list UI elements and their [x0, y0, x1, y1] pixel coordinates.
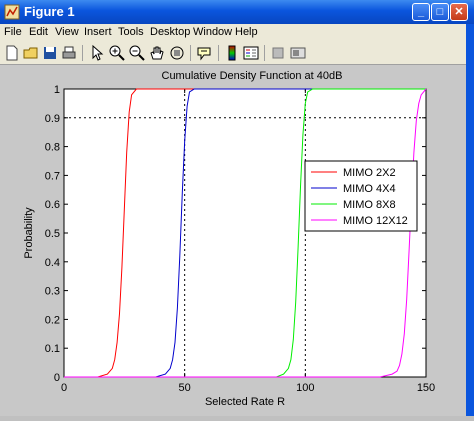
save-icon[interactable] — [41, 44, 59, 62]
y-tick-label: 1 — [54, 84, 60, 96]
y-tick-label: 0.8 — [45, 142, 60, 154]
legend-entry: MIMO 12X12 — [343, 215, 408, 227]
x-tick-label: 150 — [417, 382, 435, 394]
zoom-in-icon[interactable] — [108, 44, 126, 62]
x-tick-label: 0 — [61, 382, 67, 394]
menu-bar: File Edit View Insert Tools Desktop Wind… — [0, 24, 474, 42]
legend-box — [304, 160, 418, 232]
y-tick-label: 0 — [54, 372, 60, 384]
y-tick-label: 0.7 — [45, 170, 60, 182]
y-tick-label: 0.3 — [45, 286, 60, 298]
x-tick-label: 100 — [296, 382, 314, 394]
series-line-0 — [64, 88, 426, 378]
y-axis-label: Probability — [23, 207, 35, 259]
zoom-out-icon[interactable] — [128, 44, 146, 62]
menu-edit[interactable]: Edit — [29, 26, 48, 38]
x-tick-label: 50 — [179, 382, 191, 394]
print-icon[interactable] — [60, 44, 78, 62]
title-bar: Figure 1 _ □ ✕ — [0, 0, 474, 24]
x-axis-label: Selected Rate R — [205, 396, 285, 408]
menu-desktop[interactable]: Desktop — [150, 26, 191, 38]
data-cursor-icon[interactable] — [195, 44, 213, 62]
series-line-3 — [64, 88, 427, 378]
legend-entry: MIMO 4X4 — [343, 183, 396, 195]
series-line-2 — [64, 88, 426, 378]
new-file-icon[interactable] — [3, 44, 21, 62]
hide-plot-tools-icon[interactable] — [269, 44, 287, 62]
maximize-button[interactable]: □ — [431, 3, 449, 21]
menu-file[interactable]: File — [4, 26, 22, 38]
legend: MIMO 2X2 MIMO 4X4 MIMO 8X8 MIMO 12X12 — [304, 160, 418, 232]
cdf-chart: 0 50 100 150 0 0.1 0.2 0.3 0.4 0.5 0.6 0.7 0.8 0.9 1 C… — [23, 70, 435, 408]
y-tick-label: 0.4 — [45, 257, 60, 269]
y-tick-label: 0.2 — [45, 314, 60, 326]
y-tick-label: 0.9 — [45, 113, 60, 125]
y-tick-label: 0.6 — [45, 199, 60, 211]
show-plot-tools-icon[interactable] — [289, 44, 307, 62]
menu-help[interactable]: Help — [235, 26, 258, 38]
rotate-3d-icon[interactable] — [168, 44, 186, 62]
y-tick-label: 0.1 — [45, 343, 60, 355]
legend-entry: MIMO 8X8 — [343, 199, 396, 211]
toolbar — [0, 42, 474, 65]
menu-insert[interactable]: Insert — [84, 26, 112, 38]
figure-area: 0 50 100 150 0 0.1 0.2 0.3 0.4 0.5 0.6 0.7 0.8 0.9 1 C… — [0, 65, 474, 416]
window-title: Figure 1 — [24, 4, 75, 19]
plot-area — [63, 88, 427, 378]
matlab-figure-icon — [4, 4, 20, 20]
legend-entry: MIMO 2X2 — [343, 167, 396, 179]
pointer-icon[interactable] — [87, 44, 105, 62]
legend-icon[interactable] — [242, 44, 260, 62]
series-line-1 — [64, 88, 426, 378]
colorbar-icon[interactable] — [223, 44, 241, 62]
menu-window[interactable]: Window — [193, 26, 233, 38]
menu-tools[interactable]: Tools — [118, 26, 144, 38]
close-button[interactable]: ✕ — [450, 3, 468, 21]
y-tick-label: 0.5 — [45, 228, 60, 240]
menu-view[interactable]: View — [55, 26, 79, 38]
chart-title: Cumulative Density Function at 40dB — [162, 70, 343, 82]
open-folder-icon[interactable] — [22, 44, 40, 62]
minimize-button[interactable]: _ — [412, 3, 430, 21]
pan-hand-icon[interactable] — [148, 44, 166, 62]
